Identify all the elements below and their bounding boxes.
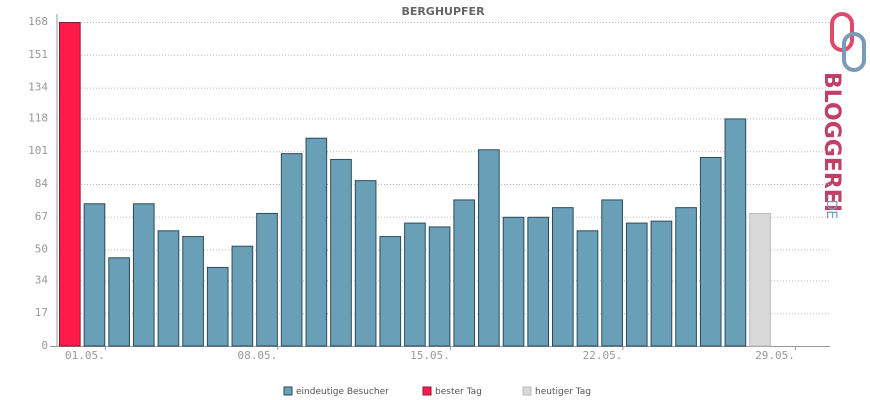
- y-tick-label: 168: [28, 15, 48, 28]
- bar: [379, 236, 402, 347]
- y-tick-label: 101: [28, 144, 48, 157]
- bar: [404, 222, 426, 347]
- bar: [108, 257, 130, 347]
- x-tick-label: 29.05.: [755, 349, 795, 362]
- bar: [453, 199, 476, 347]
- bar: [83, 203, 106, 347]
- y-tick-label: 151: [28, 48, 48, 61]
- y-tick-label: 17: [35, 306, 48, 319]
- bar: [182, 236, 204, 347]
- y-tick-label: 34: [35, 273, 49, 286]
- bar: [478, 149, 500, 347]
- x-tick-label: 08.05.: [238, 349, 278, 362]
- bar: [256, 212, 278, 347]
- legend-label: bester Tag: [435, 387, 482, 397]
- bar: [157, 230, 180, 347]
- bar: [305, 137, 328, 347]
- bar: [625, 222, 648, 347]
- y-tick-label: 50: [35, 243, 48, 256]
- bar: [650, 220, 673, 347]
- bar: [527, 216, 549, 347]
- bar: [552, 207, 574, 347]
- logo: [830, 12, 866, 72]
- bar: [749, 212, 771, 347]
- legend-swatch: [283, 386, 293, 396]
- x-tick-label: 01.05.: [65, 349, 105, 362]
- bar: [601, 199, 623, 347]
- bar: [699, 157, 722, 347]
- bar: [724, 118, 747, 347]
- bar: [280, 153, 303, 347]
- x-tick-label: 15.05.: [410, 349, 450, 362]
- bar: [206, 266, 229, 347]
- bar: [354, 180, 377, 347]
- bar: [59, 22, 81, 347]
- y-tick-label: 134: [28, 81, 48, 94]
- y-tick-label: 84: [35, 177, 49, 190]
- x-tick-label: 22.05.: [583, 349, 623, 362]
- chart-title: BERGHUPFER: [401, 5, 485, 18]
- legend-swatch: [522, 386, 532, 396]
- y-tick-label: 0: [41, 339, 48, 352]
- watermark-suffix: .DE: [823, 195, 839, 219]
- bar: [330, 158, 352, 347]
- legend-label: heutiger Tag: [535, 387, 591, 397]
- y-tick-label: 67: [35, 210, 48, 223]
- bar: [675, 207, 697, 347]
- bar: [231, 245, 254, 347]
- bar: [502, 216, 525, 347]
- y-tick-label: 118: [28, 111, 48, 124]
- legend-label: eindeutige Besucher: [296, 387, 389, 397]
- bar: [132, 203, 155, 347]
- bar: [428, 226, 451, 347]
- legend-swatch: [422, 386, 432, 396]
- bar: [576, 230, 599, 347]
- watermark: BLOGGEREI: [819, 72, 844, 212]
